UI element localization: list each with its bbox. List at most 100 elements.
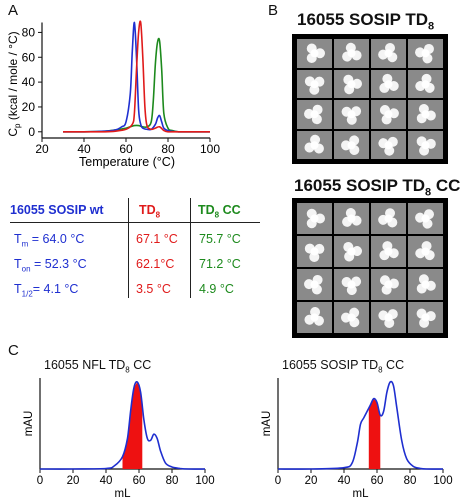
sec-collected-fraction: [122, 382, 143, 469]
sec-x-tick-label: 100: [433, 475, 452, 487]
em-particle-image: [341, 307, 360, 328]
dsc-ylabel-rest: (kcal / mole / °C): [6, 31, 20, 123]
dsc-x-tick-label: 20: [35, 142, 49, 156]
em-particle-image: [379, 105, 399, 125]
sec-x-tick-label: 80: [166, 475, 179, 487]
em-class-average-grid-2: [292, 198, 448, 338]
sec-x-tick-label: 0: [275, 475, 281, 487]
sec-right-title: 16055 SOSIP TD8 CC: [282, 358, 405, 375]
em-title-1: 16055 SOSIP TD8: [297, 10, 435, 33]
em-particle-image: [342, 42, 362, 62]
table-header-td8-sub: 8: [155, 210, 161, 220]
table-row-ton-td8: 62.1°C: [136, 257, 175, 271]
em-class-average: [408, 130, 443, 159]
em-particle-image: [416, 308, 436, 328]
em-particle-image: [341, 106, 362, 125]
em-particle-image: [378, 136, 398, 156]
sec-y-axis-label: mAU: [23, 411, 35, 437]
em-particle-image: [342, 208, 362, 227]
dsc-y-tick-label: 0: [28, 125, 35, 139]
em-class-average: [334, 203, 369, 234]
table-header-td8cc-sub: 8: [214, 210, 220, 220]
table-row-thalf-wt: T1/2= 4.1 °C: [14, 282, 79, 299]
em-class-average: [371, 69, 406, 98]
em-particle-image: [304, 104, 323, 125]
em-particle-image: [415, 209, 434, 229]
sec-x-tick-label: 20: [305, 475, 318, 487]
em-class-average: [297, 39, 332, 68]
dsc-y-tick-label: 60: [22, 50, 36, 64]
em-class-average: [297, 302, 332, 333]
table-row-thalf-td8cc: 4.9 °C: [199, 282, 234, 296]
em-class-average: [334, 100, 369, 129]
em-class-average: [408, 39, 443, 68]
sec-x-tick-label: 0: [37, 475, 43, 487]
em-particle-image: [415, 241, 435, 261]
sec-x-tick-label: 20: [67, 475, 80, 487]
panel-label-a: A: [8, 2, 19, 19]
em-class-average: [334, 39, 369, 68]
em-particle-image: [378, 42, 398, 63]
em-particle-image: [416, 103, 436, 124]
em-particle-image: [378, 208, 398, 228]
em-particle-image: [379, 241, 399, 261]
sec-x-tick-label: 80: [404, 475, 417, 487]
table-row-ton-td8cc: 71.2 °C: [199, 257, 241, 271]
em-particle-image: [341, 276, 362, 295]
dsc-x-tick-label: 100: [200, 142, 220, 156]
dsc-y-axis-label: Cp (kcal / mole / °C): [6, 31, 22, 136]
table-row-tm-td8cc: 75.7 °C: [199, 232, 241, 246]
dsc-x-tick-label: 60: [119, 142, 133, 156]
dsc-y-tick-label: 20: [22, 100, 36, 114]
sec-left-title: 16055 NFL TD8 CC: [44, 358, 152, 375]
em-class-average: [371, 302, 406, 333]
dsc-ylabel-sub: p: [13, 123, 22, 128]
dsc-line-wt: [62, 21, 211, 133]
em-class-average: [408, 100, 443, 129]
table-header-td8cc-main: TD: [198, 203, 215, 217]
em-class-average: [408, 302, 443, 333]
em-class-average: [408, 203, 443, 234]
sec-trace: [39, 380, 206, 470]
sec-trace: [277, 380, 444, 470]
em-class-average: [408, 236, 443, 267]
em-class-average: [297, 69, 332, 98]
em-class-average: [408, 269, 443, 300]
sec-x-axis-label: mL: [115, 488, 132, 500]
sec-x-tick-label: 100: [195, 475, 214, 487]
sec-x-axis-label: mL: [353, 488, 370, 500]
em-class-average: [297, 100, 332, 129]
em-class-average: [297, 269, 332, 300]
em-particle-image: [416, 135, 436, 156]
table-row-tm-td8: 67.1 °C: [136, 232, 178, 246]
em-class-average: [297, 203, 332, 234]
em-particle-image: [379, 73, 399, 93]
em-class-average: [371, 269, 406, 300]
em-particle-image: [416, 274, 436, 294]
dsc-x-tick-label: 80: [161, 142, 175, 156]
table-divider-1: [128, 198, 129, 298]
table-row-thalf-td8: 3.5 °C: [136, 282, 171, 296]
table-row-tm-wt: Tm = 64.0 °C: [14, 232, 85, 249]
em-class-average: [334, 69, 369, 98]
sec-x-tick-label: 40: [100, 475, 113, 487]
em-class-average: [297, 130, 332, 159]
dsc-y-tick-label: 80: [22, 25, 36, 39]
panel-label-b: B: [268, 2, 279, 19]
em-class-average: [334, 302, 369, 333]
sec-x-tick-label: 60: [371, 475, 384, 487]
em-particle-image: [304, 274, 323, 295]
sec-y-axis-label: mAU: [261, 411, 273, 437]
em-particle-image: [304, 75, 325, 95]
panel-label-c: C: [8, 342, 19, 359]
sec-left-chart: 0 20 40 60 80 100 mAU mL: [23, 378, 215, 500]
dsc-line-td8: [63, 20, 211, 133]
sec-collected-fraction: [368, 398, 381, 469]
table-header-td8-main: TD: [139, 203, 156, 217]
em-particle-image: [306, 43, 325, 64]
dsc-ylabel-main: C: [6, 128, 20, 137]
em-class-average: [334, 269, 369, 300]
em-class-average: [371, 100, 406, 129]
table-divider-2: [190, 198, 191, 298]
